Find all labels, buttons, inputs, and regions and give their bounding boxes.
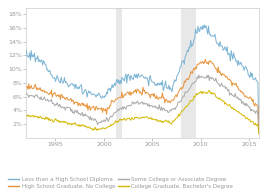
Legend: Less than a High School Diploma, High School Graduate, No College, Some College : Less than a High School Diploma, High Sc…	[8, 177, 233, 189]
Bar	[181, 8, 196, 138]
Bar	[116, 8, 122, 138]
